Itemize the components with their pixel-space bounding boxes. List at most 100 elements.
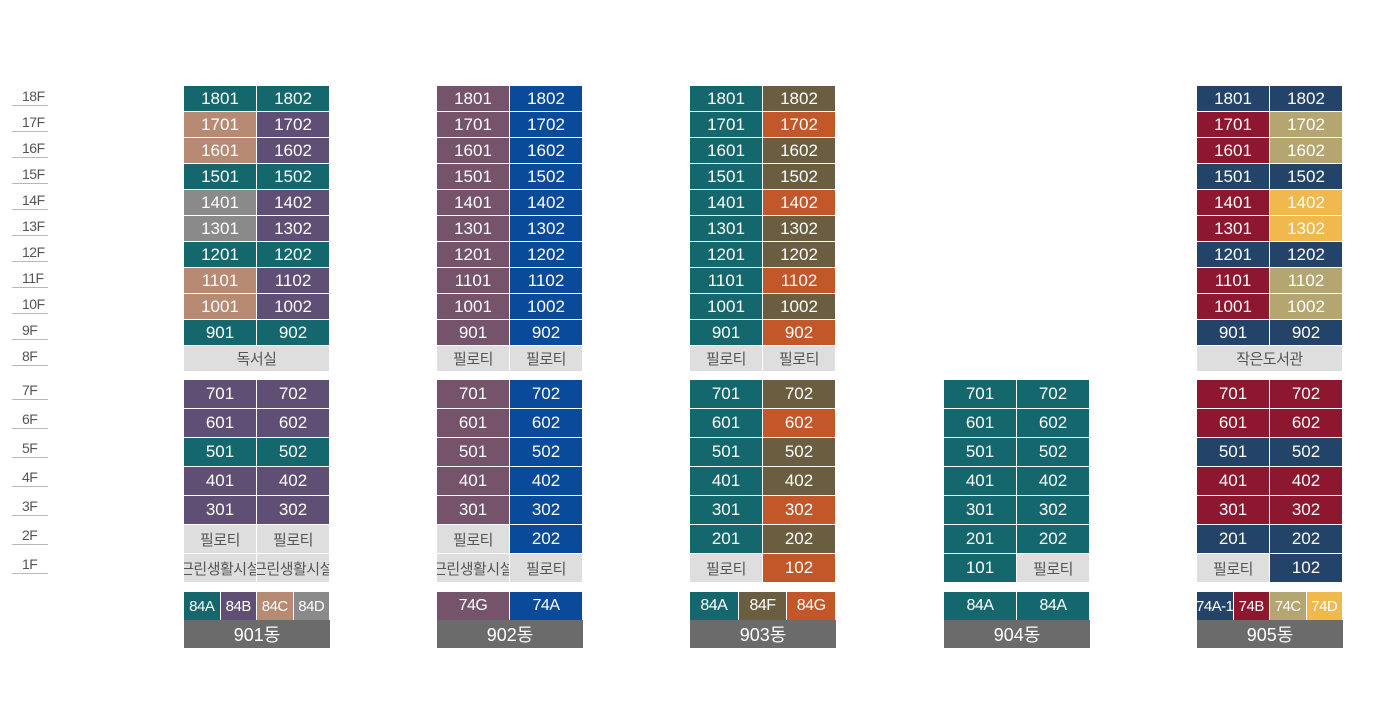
unit-cell: 1401	[437, 190, 510, 216]
unit-cell: 1101	[690, 268, 763, 294]
unit-type-label: 84A	[690, 592, 739, 620]
unit-cell: 1402	[1270, 190, 1343, 216]
floor-label-8f: 8F	[12, 348, 48, 366]
unit-cell: 1701	[690, 112, 763, 138]
floor-label-15f: 15F	[12, 166, 48, 184]
unit-cell: 1801	[1197, 86, 1270, 112]
facility-cell: 독서실	[184, 346, 330, 372]
unit-cell: 1802	[257, 86, 330, 112]
unit-cell: 901	[1197, 320, 1270, 346]
unit-cell: 402	[763, 467, 836, 496]
unit-cell: 1402	[763, 190, 836, 216]
facility-cell: 필로티	[437, 346, 510, 372]
unit-type-label: 84A	[184, 592, 221, 620]
unit-cell: 901	[437, 320, 510, 346]
building-name: 903동	[690, 620, 836, 648]
unit-cell: 1602	[1270, 138, 1343, 164]
unit-cell: 401	[184, 467, 257, 496]
unit-cell: 1101	[184, 268, 257, 294]
unit-cell: 301	[437, 496, 510, 525]
unit-cell: 1001	[690, 294, 763, 320]
unit-cell: 1202	[257, 242, 330, 268]
floor-label-5f: 5F	[12, 440, 48, 458]
unit-cell: 602	[257, 409, 330, 438]
unit-cell: 601	[184, 409, 257, 438]
unit-cell: 1301	[690, 216, 763, 242]
facility-cell: 근린생활시설	[437, 554, 510, 583]
unit-cell: 1101	[437, 268, 510, 294]
unit-type-label: 84A	[944, 592, 1017, 620]
unit-type-label: 74G	[437, 592, 510, 620]
unit-cell: 501	[184, 438, 257, 467]
unit-cell: 1102	[510, 268, 583, 294]
building-1: 근린생활시설 근린생활시설 필로티 필로티 301 302 401 402 501 502 601 6…	[184, 0, 330, 701]
unit-cell: 1201	[1197, 242, 1270, 268]
unit-cell: 1401	[184, 190, 257, 216]
unit-cell: 902	[1270, 320, 1343, 346]
facility-cell: 필로티	[690, 346, 763, 372]
unit-type-label: 84F	[738, 592, 788, 620]
floor-label-2f: 2F	[12, 527, 48, 545]
unit-cell: 402	[257, 467, 330, 496]
unit-cell: 1502	[257, 164, 330, 190]
unit-cell: 1801	[437, 86, 510, 112]
unit-cell: 601	[437, 409, 510, 438]
unit-cell: 901	[690, 320, 763, 346]
facility-cell: 필로티	[257, 525, 330, 554]
unit-cell: 1501	[437, 164, 510, 190]
unit-cell: 1801	[184, 86, 257, 112]
facility-cell: 필로티	[1197, 554, 1270, 583]
unit-cell: 702	[1270, 380, 1343, 409]
unit-cell: 501	[1197, 438, 1270, 467]
unit-cell: 1802	[510, 86, 583, 112]
floor-label-13f: 13F	[12, 218, 48, 236]
unit-cell: 501	[690, 438, 763, 467]
unit-cell: 702	[510, 380, 583, 409]
unit-cell: 1802	[763, 86, 836, 112]
unit-cell: 602	[1017, 409, 1090, 438]
facility-cell: 필로티	[510, 346, 583, 372]
unit-cell: 1002	[510, 294, 583, 320]
unit-cell: 702	[1017, 380, 1090, 409]
floor-label-11f: 11F	[12, 270, 48, 288]
unit-cell: 201	[1197, 525, 1270, 554]
unit-cell: 301	[690, 496, 763, 525]
floor-label-14f: 14F	[12, 192, 48, 210]
building-5: 필로티 102 201 202 301 302 401 402 501 502 601 602 701 7…	[1197, 0, 1343, 701]
building-name: 902동	[437, 620, 583, 648]
unit-cell: 1701	[1197, 112, 1270, 138]
building-name: 901동	[184, 620, 330, 648]
unit-cell: 1501	[690, 164, 763, 190]
unit-cell: 702	[763, 380, 836, 409]
unit-cell: 302	[257, 496, 330, 525]
floor-label-6f: 6F	[12, 411, 48, 429]
unit-cell: 1502	[763, 164, 836, 190]
building-3: 필로티 102 201 202 301 302 401 402 501 502 601 602 701 7…	[690, 0, 836, 701]
building-4: 101 필로티 201 202 301 302 401 402 501 502 601 602 701 7…	[944, 0, 1090, 701]
floor-label-10f: 10F	[12, 296, 48, 314]
unit-cell: 301	[1197, 496, 1270, 525]
unit-cell: 1601	[690, 138, 763, 164]
floor-label-9f: 9F	[12, 322, 48, 340]
unit-cell: 1302	[1270, 216, 1343, 242]
unit-cell: 1102	[1270, 268, 1343, 294]
unit-cell: 1402	[257, 190, 330, 216]
unit-cell: 701	[437, 380, 510, 409]
unit-type-label: 74D	[1306, 592, 1343, 620]
unit-type-label: 74C	[1270, 592, 1307, 620]
unit-type-label: 84D	[293, 592, 330, 620]
unit-cell: 302	[1017, 496, 1090, 525]
unit-cell: 301	[184, 496, 257, 525]
unit-cell: 602	[510, 409, 583, 438]
unit-cell: 1701	[184, 112, 257, 138]
unit-cell: 902	[510, 320, 583, 346]
unit-cell: 201	[690, 525, 763, 554]
unit-cell: 401	[690, 467, 763, 496]
unit-cell: 202	[1270, 525, 1343, 554]
unit-cell: 202	[763, 525, 836, 554]
unit-cell: 1801	[690, 86, 763, 112]
unit-cell: 501	[437, 438, 510, 467]
unit-type-label: 84A	[1017, 592, 1090, 620]
unit-cell: 1302	[763, 216, 836, 242]
unit-cell: 1001	[184, 294, 257, 320]
